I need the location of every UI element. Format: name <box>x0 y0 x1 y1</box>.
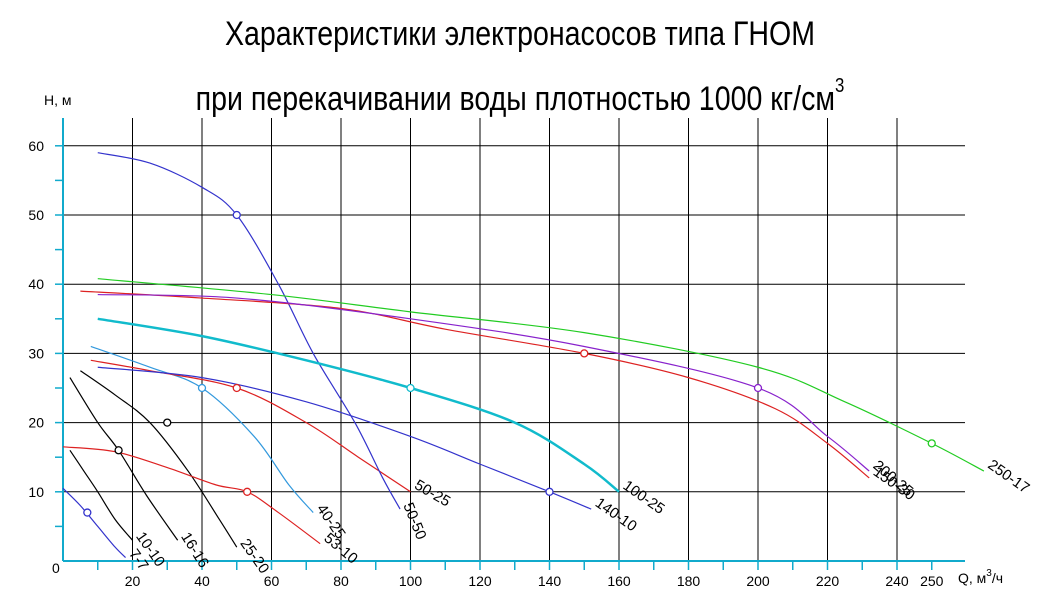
x-tick-label: 100 <box>399 573 423 589</box>
x-tick-label: 60 <box>264 573 280 589</box>
curve-200-25 <box>97 293 870 472</box>
axes <box>55 118 965 570</box>
x-tick-label: 140 <box>538 573 562 589</box>
x-tick-label: 180 <box>677 573 701 589</box>
marker-200-25 <box>753 383 763 393</box>
label-16-16: 16-16 <box>177 529 212 571</box>
marker-50-25 <box>232 383 241 393</box>
marker-53-10 <box>243 487 252 496</box>
marker-150-30 <box>580 349 589 358</box>
marker-25-20 <box>163 418 172 427</box>
x-axis-label-text: Q, м <box>958 570 986 586</box>
y-tick-label: 60 <box>28 138 44 154</box>
y-tick-label: 30 <box>28 345 44 361</box>
y-tick-label: 50 <box>28 207 44 223</box>
label-140-10: 140-10 <box>592 494 640 535</box>
curve-50-25 <box>90 359 411 493</box>
curve-10-10 <box>69 449 133 541</box>
grid <box>63 118 965 561</box>
chart-title: Характеристики электронасосов типа ГНОМ … <box>83 8 957 125</box>
tick-labels: 0 10 20 30 40 50 60 20 40 60 80 100 120 140 160 180 200 2… <box>28 138 943 589</box>
x-tick-label: 220 <box>816 573 840 589</box>
curve-markers <box>83 210 936 517</box>
y-tick-label: 0 <box>52 560 60 576</box>
x-tick-label: 250 <box>920 573 944 589</box>
title-line-2-text: при перекачивании воды плотностью 1000 к… <box>195 80 836 118</box>
curve-250-17 <box>97 278 985 472</box>
curve-50-50 <box>97 152 401 510</box>
x-tick-label: 120 <box>468 573 492 589</box>
marker-250-17 <box>927 439 936 448</box>
y-tick-label: 10 <box>28 484 44 500</box>
x-tick-label: 160 <box>607 573 631 589</box>
curve-7-7 <box>62 487 126 558</box>
marker-140-10 <box>545 487 554 496</box>
y-tick-label: 40 <box>28 276 44 292</box>
label-250-17: 250-17 <box>985 456 1033 497</box>
label-40-25: 40-25 <box>313 501 349 542</box>
x-tick-label: 80 <box>333 573 349 589</box>
curve-100-25 <box>97 317 620 493</box>
y-tick-label: 20 <box>28 415 44 431</box>
label-25-20: 25-20 <box>236 536 272 577</box>
label-50-50: 50-50 <box>399 500 429 542</box>
curve-140-10 <box>97 366 592 510</box>
title-superscript: 3 <box>835 75 845 97</box>
title-line-2: при перекачивании воды плотностью 1000 к… <box>83 60 957 125</box>
x-tick-label: 240 <box>885 573 909 589</box>
curve-40-25 <box>90 345 314 513</box>
marker-50-50 <box>232 210 241 220</box>
marker-7-7 <box>83 508 92 517</box>
curves <box>62 152 985 558</box>
y-axis-label: H, м <box>44 92 72 108</box>
x-tick-label: 200 <box>746 573 770 589</box>
x-axis-label-suffix: /ч <box>992 570 1003 586</box>
marker-16-16 <box>114 446 123 455</box>
title-line-1: Характеристики электронасосов типа ГНОМ <box>224 15 815 53</box>
marker-40-25 <box>197 383 207 393</box>
curve-150-30 <box>80 290 870 479</box>
curve-25-20 <box>80 370 238 548</box>
x-axis-label: Q, м3/ч <box>958 568 1003 586</box>
x-tick-label: 20 <box>125 573 141 589</box>
x-tick-label: 40 <box>194 573 210 589</box>
marker-100-25 <box>406 383 415 393</box>
x-axis-label-sup: 3 <box>986 568 992 579</box>
